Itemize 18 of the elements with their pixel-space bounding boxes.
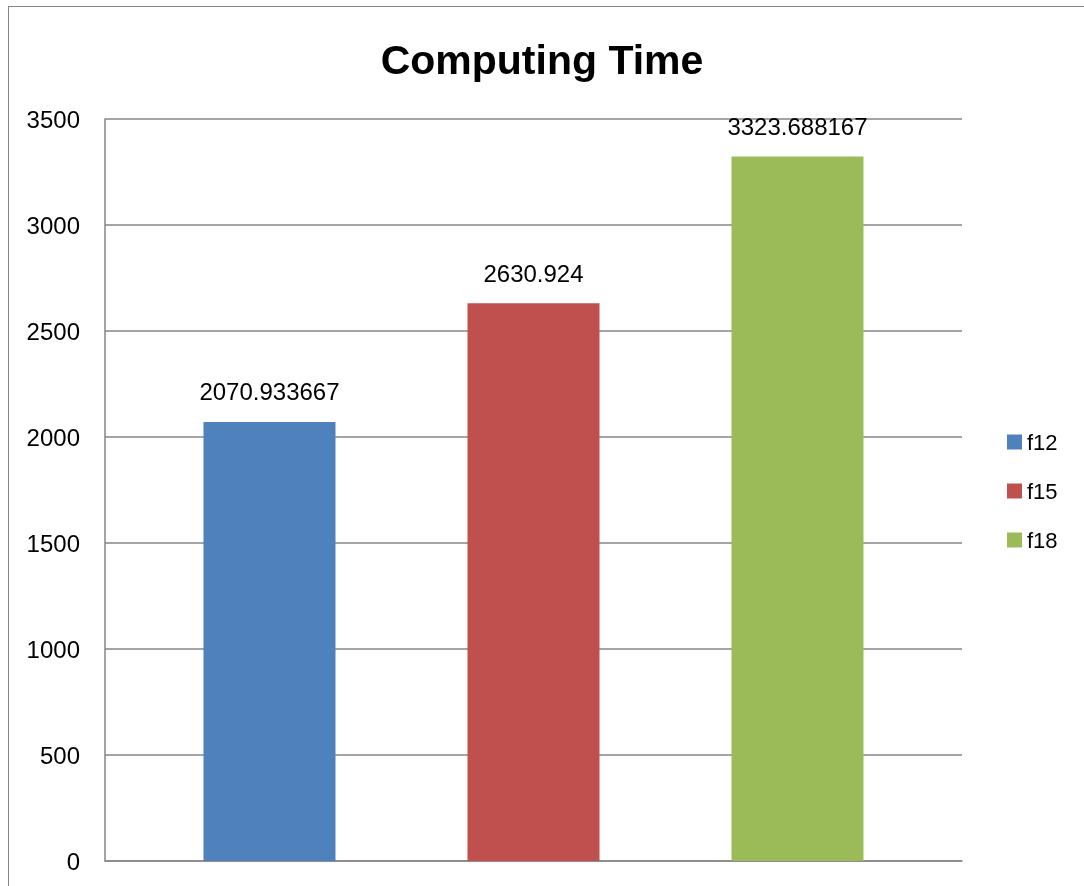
legend-label: f12 xyxy=(1027,429,1058,455)
legend-label: f15 xyxy=(1027,478,1058,504)
legend-label: f18 xyxy=(1027,527,1058,553)
bar xyxy=(467,303,600,861)
y-tick-label: 500 xyxy=(39,741,80,769)
y-tick-label: 1000 xyxy=(26,635,80,663)
y-tick-label: 2000 xyxy=(26,423,80,451)
y-tick-label: 0 xyxy=(66,847,80,875)
data-label: 2630.924 xyxy=(483,259,584,287)
chart-title: Computing Time xyxy=(380,36,704,83)
y-tick-label: 3000 xyxy=(26,211,80,239)
data-label: 3323.688167 xyxy=(727,112,868,140)
bar xyxy=(731,156,864,861)
data-label: 2070.933667 xyxy=(199,378,340,406)
y-tick-label: 2500 xyxy=(26,317,80,345)
bar xyxy=(203,421,336,861)
y-tick-label: 1500 xyxy=(26,529,80,557)
y-tick-label: 3500 xyxy=(26,105,80,133)
